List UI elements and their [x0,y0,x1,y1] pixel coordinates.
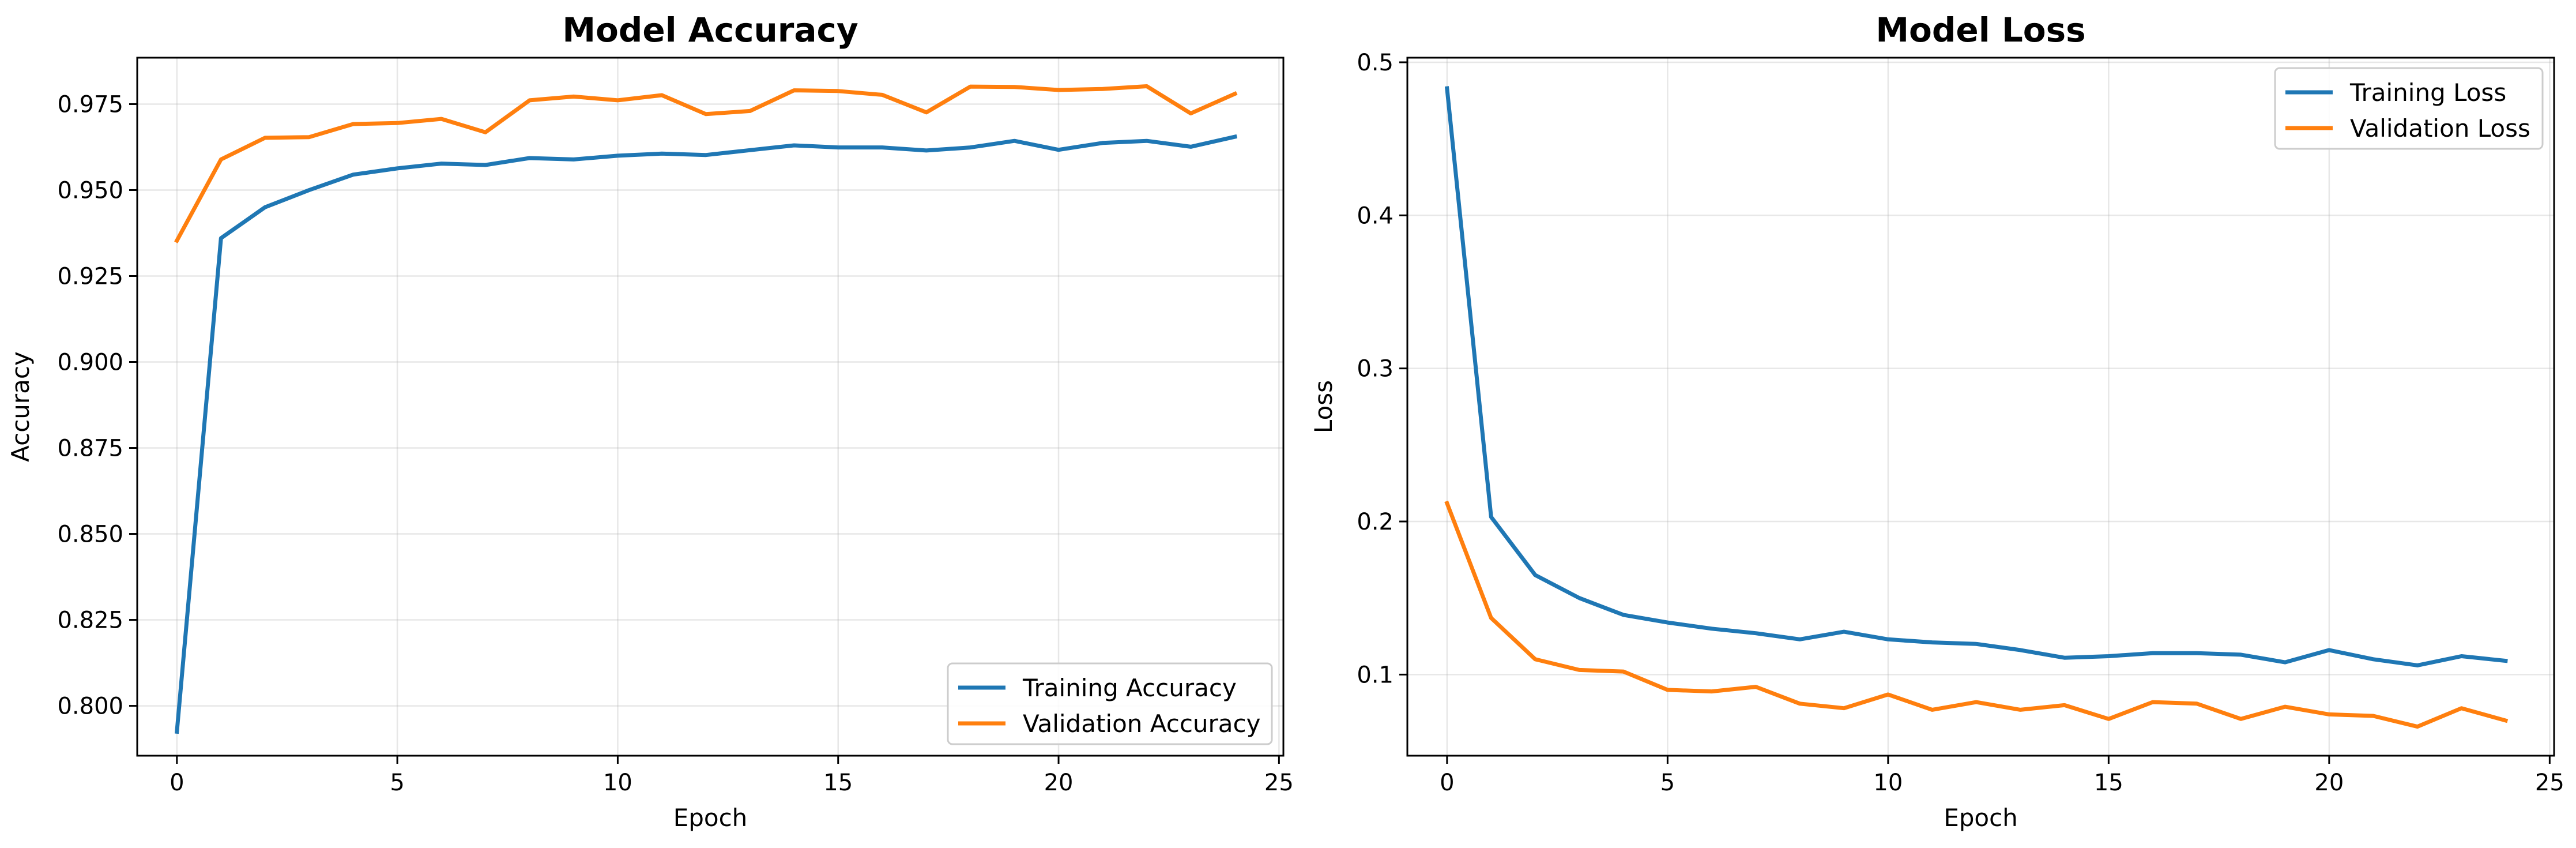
y-tick-label: 0.3 [1357,356,1394,382]
y-tick-label: 0.950 [57,177,123,204]
x-axis-label: Epoch [1944,804,2018,832]
y-axis-label: Loss [1309,380,1338,433]
x-tick-label: 0 [170,770,184,796]
y-tick-label: 0.825 [57,607,123,634]
series-line-2 [1444,500,2509,729]
legend-label-2: Validation Loss [2350,114,2530,142]
y-tick-label: 0.925 [57,263,123,290]
legend-box [2274,67,2544,150]
legend: Training Loss Validation Loss [2274,67,2544,150]
y-tick-label: 0.975 [57,91,123,118]
plot-frame [136,57,1285,757]
x-axis-label: Epoch [673,804,748,832]
y-tick-label: 0.4 [1357,202,1394,229]
y-tick-label: 0.900 [57,350,123,376]
y-tick-label: 0.2 [1357,509,1394,535]
plot-area [1407,58,2554,756]
x-tick-label: 15 [823,770,853,796]
x-tick-label: 0 [1440,770,1454,796]
legend-label-1: Training Accuracy [1022,674,1237,702]
x-tick-label: 5 [390,770,404,796]
plot-area [137,58,1283,756]
x-tick-label: 10 [1873,770,1903,796]
series-line-1 [175,134,1238,734]
x-tick-label: 10 [603,770,632,796]
x-tick-label: 25 [1264,770,1294,796]
legend: Training Accuracy Validation Accuracy [947,662,1273,745]
y-tick-label: 0.875 [57,436,123,462]
x-tick-label: 15 [2094,770,2123,796]
chart-title: Model Accuracy [562,10,858,50]
x-tick-label: 25 [2535,770,2564,796]
x-tick-label: 5 [1660,770,1675,796]
y-tick-label: 0.850 [57,521,123,548]
chart-panel-2: 0 5 10 15 20 25 0.1 0.2 0.3 0.4 0.5 Model Loss Epoch… [1309,10,2564,832]
plot-frame [1406,57,2555,757]
series-line-1 [1444,86,2508,667]
legend-label-2: Validation Accuracy [1023,710,1261,738]
legend-label-1: Training Loss [2349,78,2506,107]
y-tick-label: 0.800 [57,693,123,720]
y-axis-label: Accuracy [6,351,35,462]
chart-panel-1: 0 5 10 15 20 25 0.800 0.825 0.850 0.875 0.900 0.925… [6,10,1294,832]
chart-title: Model Loss [1875,10,2085,50]
series-line-2 [174,84,1238,243]
y-tick-label: 0.1 [1357,662,1394,688]
x-tick-label: 20 [2314,770,2344,796]
x-tick-label: 20 [1044,770,1074,796]
y-tick-label: 0.5 [1357,50,1394,76]
legend-box [947,662,1273,745]
